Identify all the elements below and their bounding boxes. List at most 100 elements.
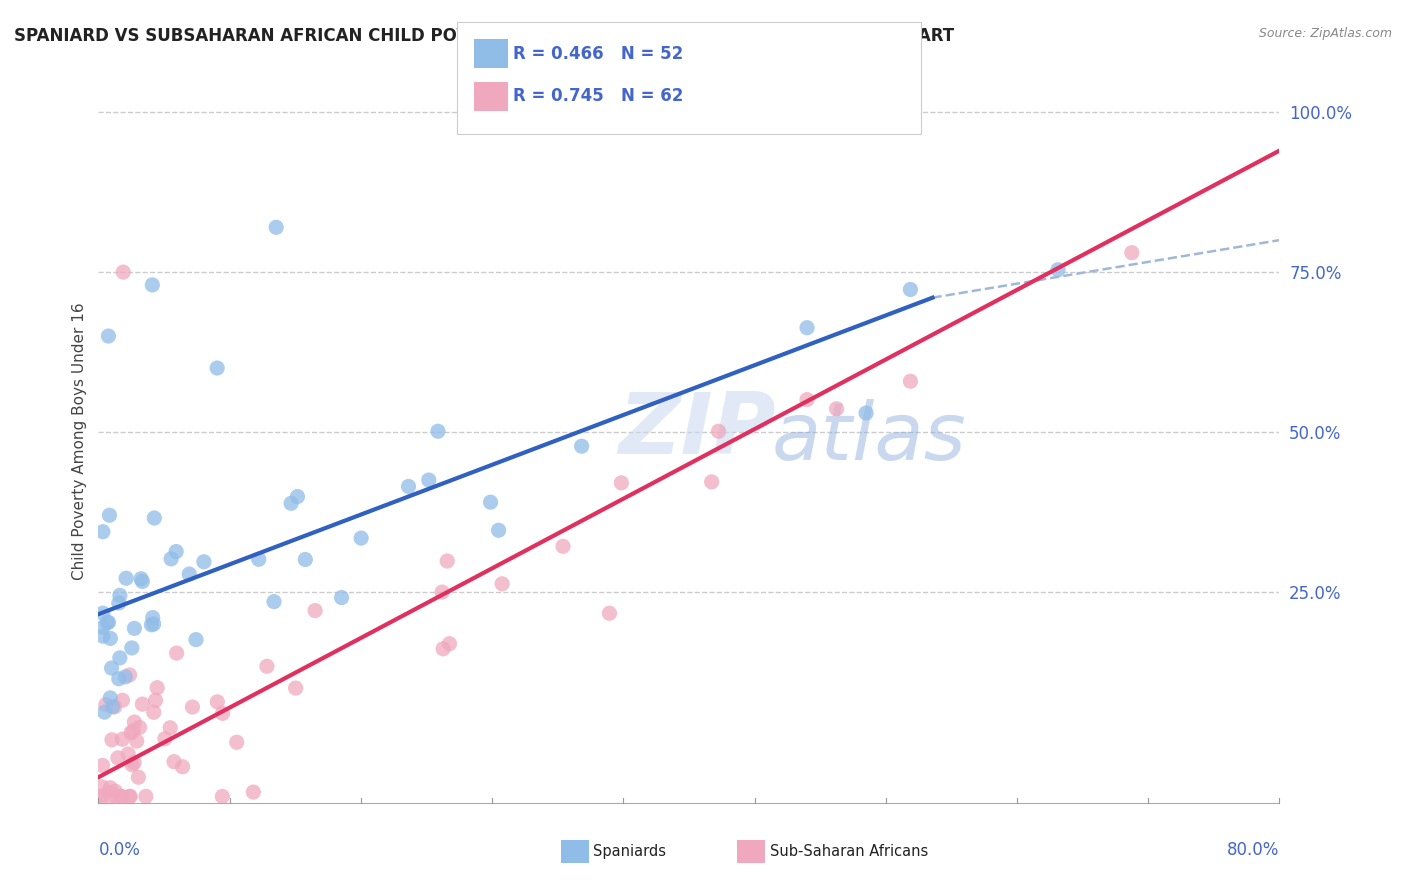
Point — [108, 588, 131, 602]
Point — [796, 392, 818, 407]
Point — [163, 755, 186, 769]
Point — [107, 672, 129, 686]
Point — [122, 723, 145, 738]
Point — [479, 495, 502, 509]
Point — [115, 571, 138, 585]
Point — [114, 670, 136, 684]
Point — [122, 756, 145, 770]
Text: 80.0%: 80.0% — [1227, 841, 1279, 859]
Point — [91, 629, 114, 643]
Point — [211, 706, 233, 721]
Point — [179, 567, 201, 582]
Point — [131, 574, 153, 589]
Point — [128, 720, 150, 734]
Point — [100, 632, 122, 646]
Point — [142, 610, 165, 624]
Point — [91, 789, 114, 804]
Point — [121, 757, 143, 772]
Point — [571, 439, 593, 453]
Point — [104, 784, 127, 798]
Point — [1046, 262, 1070, 277]
Point — [131, 697, 153, 711]
Point — [491, 576, 513, 591]
Point — [118, 668, 141, 682]
Point — [98, 508, 121, 523]
Point — [97, 615, 120, 630]
Point — [120, 726, 142, 740]
Point — [551, 539, 574, 553]
Point — [110, 789, 132, 804]
Text: Sub-Saharan Africans: Sub-Saharan Africans — [770, 845, 929, 859]
Point — [127, 770, 149, 784]
Text: ZIP: ZIP — [619, 389, 776, 472]
Point — [117, 747, 139, 761]
Point — [93, 705, 115, 719]
Point — [107, 751, 129, 765]
Point — [121, 640, 143, 655]
Point — [263, 594, 285, 608]
Point — [142, 617, 165, 632]
Text: SPANIARD VS SUBSAHARAN AFRICAN CHILD POVERTY AMONG BOYS UNDER 16 CORRELATION CHA: SPANIARD VS SUBSAHARAN AFRICAN CHILD POV… — [14, 27, 955, 45]
Point — [100, 789, 122, 804]
Text: R = 0.745   N = 62: R = 0.745 N = 62 — [513, 87, 683, 105]
Point — [287, 490, 309, 504]
Point — [193, 555, 215, 569]
Point — [707, 424, 730, 438]
Point — [135, 789, 157, 804]
Point — [98, 780, 121, 795]
Point — [112, 265, 135, 279]
Point — [855, 406, 877, 420]
Point — [108, 651, 131, 665]
Point — [1121, 245, 1143, 260]
Point — [211, 789, 233, 804]
Point — [256, 659, 278, 673]
Point — [101, 699, 124, 714]
Point — [153, 731, 176, 746]
Point — [91, 606, 114, 620]
Point — [91, 620, 114, 634]
Point — [91, 758, 114, 772]
Point — [430, 585, 453, 599]
Y-axis label: Child Poverty Among Boys Under 16: Child Poverty Among Boys Under 16 — [72, 302, 87, 581]
Point — [207, 695, 229, 709]
Point — [159, 721, 181, 735]
Point — [350, 531, 373, 545]
Point — [284, 681, 307, 695]
Point — [427, 424, 450, 438]
Text: R = 0.466   N = 52: R = 0.466 N = 52 — [513, 45, 683, 62]
Point — [610, 475, 633, 490]
Point — [184, 632, 207, 647]
Point — [145, 693, 167, 707]
Point — [100, 661, 122, 675]
Point — [398, 479, 420, 493]
Point — [900, 374, 922, 388]
Point — [247, 552, 270, 566]
Point — [264, 220, 287, 235]
Point — [103, 699, 125, 714]
Point — [141, 617, 163, 632]
Point — [129, 572, 152, 586]
Point — [91, 524, 114, 539]
Point — [205, 361, 228, 376]
Point — [125, 734, 148, 748]
Point — [94, 698, 117, 712]
Point — [160, 551, 183, 566]
Point — [96, 615, 118, 630]
Point — [111, 732, 134, 747]
Point — [304, 604, 326, 618]
Point — [280, 496, 302, 510]
Point — [111, 693, 134, 707]
Text: 0.0%: 0.0% — [98, 841, 141, 859]
Point — [108, 596, 131, 610]
Point — [91, 780, 114, 794]
Point — [439, 637, 461, 651]
Point — [242, 785, 264, 799]
Point — [98, 690, 121, 705]
Point — [120, 789, 142, 804]
Point — [118, 789, 141, 804]
Point — [330, 591, 353, 605]
Point — [141, 277, 163, 292]
Point — [598, 606, 620, 620]
Point — [488, 523, 510, 537]
Point — [166, 646, 188, 660]
